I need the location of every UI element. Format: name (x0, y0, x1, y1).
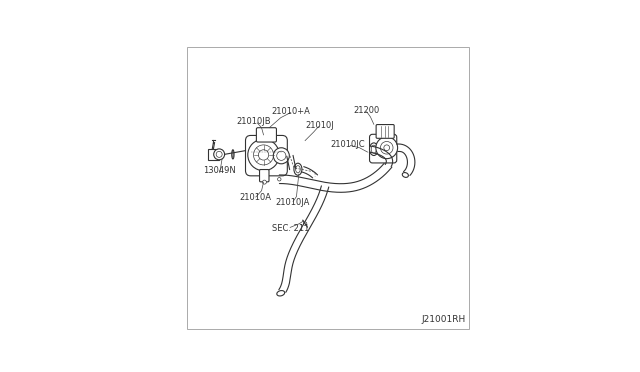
Circle shape (276, 151, 286, 160)
FancyBboxPatch shape (260, 170, 269, 182)
Text: 21010JC: 21010JC (331, 140, 365, 150)
Ellipse shape (232, 151, 234, 157)
FancyBboxPatch shape (246, 135, 287, 176)
Circle shape (380, 141, 393, 154)
FancyBboxPatch shape (369, 134, 397, 163)
Circle shape (273, 148, 289, 164)
Circle shape (248, 139, 279, 171)
Ellipse shape (277, 291, 285, 296)
Text: 21010J: 21010J (305, 121, 334, 130)
Circle shape (216, 151, 222, 157)
Ellipse shape (296, 166, 300, 173)
Text: J21001RH: J21001RH (421, 315, 465, 324)
Ellipse shape (369, 143, 378, 155)
Circle shape (262, 180, 266, 184)
Text: 21010JA: 21010JA (276, 198, 310, 207)
Circle shape (384, 145, 390, 151)
Circle shape (376, 137, 397, 158)
Text: 13049N: 13049N (204, 166, 236, 175)
Circle shape (278, 177, 281, 181)
Text: 21010+A: 21010+A (271, 107, 310, 116)
Circle shape (253, 145, 273, 165)
Text: 21010JB: 21010JB (236, 118, 271, 126)
FancyBboxPatch shape (257, 128, 276, 142)
Ellipse shape (371, 145, 376, 153)
Ellipse shape (232, 150, 234, 159)
Ellipse shape (294, 163, 302, 175)
Text: 21200: 21200 (353, 106, 380, 115)
Circle shape (303, 222, 307, 225)
Circle shape (259, 150, 269, 160)
Ellipse shape (403, 173, 408, 177)
Circle shape (214, 149, 225, 160)
Text: SEC. 211: SEC. 211 (271, 224, 309, 233)
Bar (208, 149, 219, 160)
Text: 21010A: 21010A (240, 193, 272, 202)
FancyBboxPatch shape (376, 125, 394, 138)
